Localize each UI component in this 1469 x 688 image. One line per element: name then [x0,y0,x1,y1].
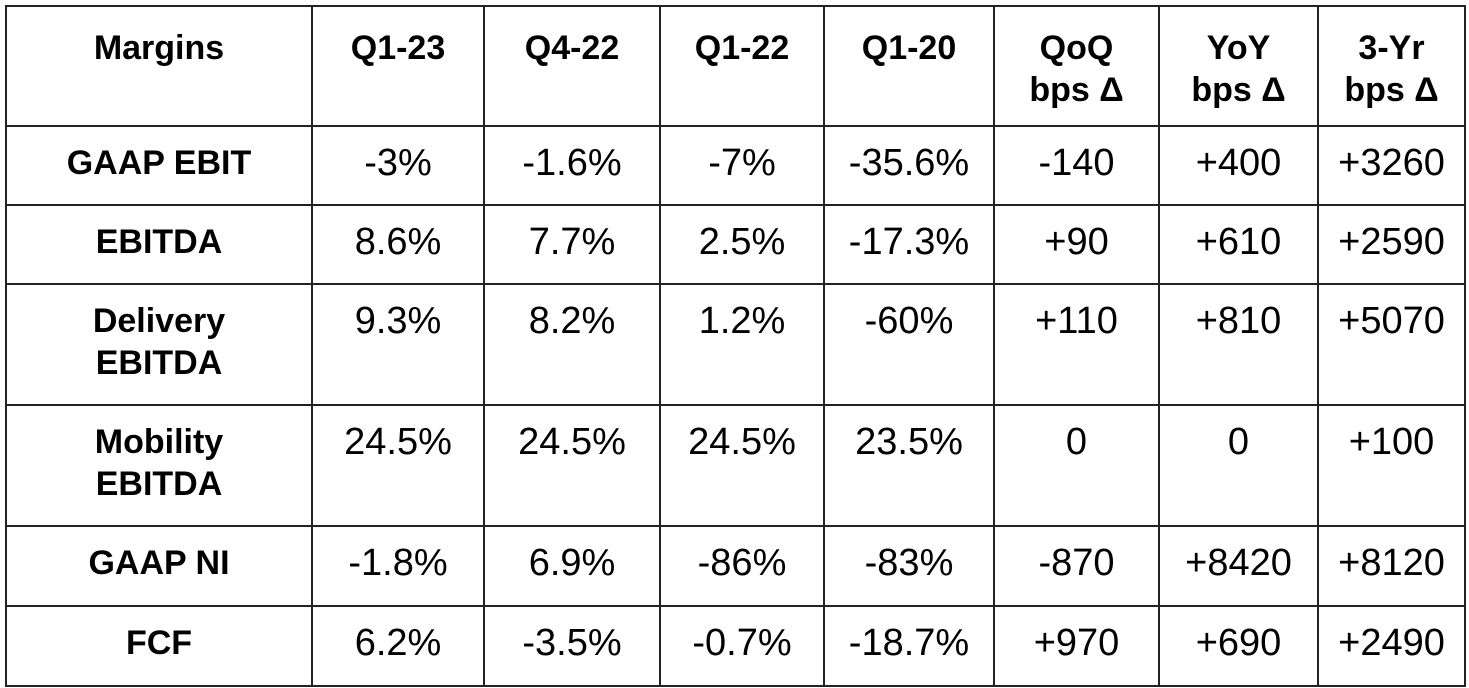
table-cell: -7% [659,125,825,206]
header-q1-23: Q1-23 [311,5,485,127]
header-row: Margins Q1-23 Q4-22 Q1-22 Q1-20 QoQ bps … [5,5,1466,127]
table-cell: +5070 [1317,283,1466,406]
header-q1-20: Q1-20 [823,5,995,127]
table-cell: +810 [1158,283,1319,406]
row-label: GAAP NI [5,525,313,607]
table-cell: -140 [993,125,1160,206]
table-cell: 24.5% [483,404,661,527]
row-label: Mobility EBITDA [5,404,313,527]
header-yoy-bps: YoY bps Δ [1158,5,1319,127]
table-cell: 24.5% [311,404,485,527]
table-cell: +8420 [1158,525,1319,607]
table-cell: -3% [311,125,485,206]
table-cell: -870 [993,525,1160,607]
table-cell: +90 [993,204,1160,285]
table-cell: +970 [993,605,1160,687]
table-row: GAAP NI -1.8% 6.9% -86% -83% -870 +8420 … [5,525,1466,607]
table-cell: 2.5% [659,204,825,285]
table-row: EBITDA 8.6% 7.7% 2.5% -17.3% +90 +610 +2… [5,204,1466,285]
table-cell: 1.2% [659,283,825,406]
table-cell: +400 [1158,125,1319,206]
row-label: FCF [5,605,313,687]
table-row: FCF 6.2% -3.5% -0.7% -18.7% +970 +690 +2… [5,605,1466,687]
table-cell: -1.6% [483,125,661,206]
table-cell: -83% [823,525,995,607]
table-row: Mobility EBITDA 24.5% 24.5% 24.5% 23.5% … [5,404,1466,527]
header-q4-22: Q4-22 [483,5,661,127]
table-row: Delivery EBITDA 9.3% 8.2% 1.2% -60% +110… [5,283,1466,406]
header-q1-22: Q1-22 [659,5,825,127]
table-cell: -17.3% [823,204,995,285]
table-cell: +610 [1158,204,1319,285]
table-cell: +8120 [1317,525,1466,607]
table-cell: -86% [659,525,825,607]
table-cell: 9.3% [311,283,485,406]
table-cell: +690 [1158,605,1319,687]
table-cell: 6.9% [483,525,661,607]
table-cell: 7.7% [483,204,661,285]
table-cell: +2590 [1317,204,1466,285]
table-cell: -18.7% [823,605,995,687]
header-margins: Margins [5,5,313,127]
table-cell: 8.2% [483,283,661,406]
table-cell: +100 [1317,404,1466,527]
row-label: GAAP EBIT [5,125,313,206]
table-cell: 6.2% [311,605,485,687]
table-cell: +110 [993,283,1160,406]
table-cell: +3260 [1317,125,1466,206]
table-cell: 8.6% [311,204,485,285]
table-cell: -3.5% [483,605,661,687]
table-cell: 0 [993,404,1160,527]
table-cell: 24.5% [659,404,825,527]
table-cell: +2490 [1317,605,1466,687]
row-label: EBITDA [5,204,313,285]
table-cell: -1.8% [311,525,485,607]
table-row: GAAP EBIT -3% -1.6% -7% -35.6% -140 +400… [5,125,1466,206]
table-cell: 23.5% [823,404,995,527]
table-cell: -60% [823,283,995,406]
table-cell: -0.7% [659,605,825,687]
row-label: Delivery EBITDA [5,283,313,406]
header-3yr-bps: 3-Yr bps Δ [1317,5,1466,127]
margins-table: Margins Q1-23 Q4-22 Q1-22 Q1-20 QoQ bps … [5,5,1466,687]
table-cell: 0 [1158,404,1319,527]
header-qoq-bps: QoQ bps Δ [993,5,1160,127]
table-cell: -35.6% [823,125,995,206]
